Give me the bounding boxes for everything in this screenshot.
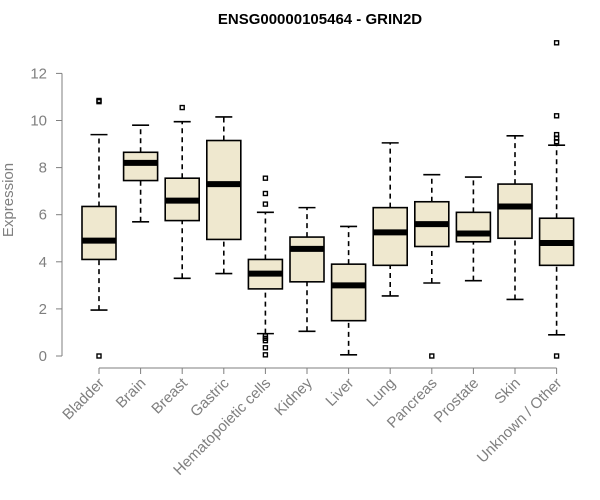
- box-bladder: [81, 97, 117, 359]
- box-iqr: [81, 205, 117, 261]
- box-iqr: [330, 263, 367, 322]
- chart-title: ENSG00000105464 - GRIN2D: [218, 11, 422, 28]
- box-gastric: [206, 116, 242, 275]
- outlier-point: [262, 175, 269, 181]
- box-lung: [372, 142, 409, 297]
- x-tick-label: Lung: [363, 375, 399, 411]
- y-tick-label: 10: [30, 113, 47, 130]
- outlier-point: [553, 131, 560, 138]
- box-hematopoietic-cells: [247, 175, 284, 358]
- outlier-point: [262, 333, 269, 339]
- outlier-point: [553, 113, 560, 119]
- outlier-point: [262, 201, 269, 207]
- x-tick-label: Brain: [113, 375, 150, 412]
- x-tick-label: Breast: [148, 374, 191, 417]
- x-tick-label: Liver: [322, 375, 357, 410]
- y-axis: 0 2 4 6 8 10 12: [30, 65, 63, 365]
- y-tick-label: 4: [39, 254, 47, 271]
- y-tick-label: 6: [39, 207, 47, 224]
- y-tick-label: 8: [39, 160, 47, 177]
- x-tick-label: Skin: [491, 375, 524, 408]
- outlier-point: [96, 353, 102, 359]
- box-iqr: [206, 139, 242, 241]
- box-liver: [330, 225, 367, 356]
- y-tick-label: 2: [39, 301, 47, 318]
- outlier-point: [553, 353, 560, 359]
- x-tick-label: Bladder: [59, 375, 108, 424]
- box-iqr: [289, 236, 325, 283]
- box-iqr: [497, 183, 533, 240]
- box-kidney: [289, 206, 325, 333]
- box-iqr: [455, 211, 492, 243]
- x-tick-label: Prostate: [431, 375, 483, 427]
- outlier-point: [262, 345, 269, 351]
- box-iqr: [372, 206, 409, 267]
- box-brain: [122, 124, 159, 223]
- box-unknown-other: [538, 40, 575, 359]
- box-pancreas: [413, 173, 450, 359]
- box-breast: [164, 104, 200, 280]
- box-iqr: [122, 151, 159, 182]
- box-skin: [497, 135, 533, 301]
- outlier-point: [179, 104, 185, 111]
- box-prostate: [455, 176, 492, 282]
- boxes-group: [81, 40, 575, 359]
- y-tick-label: 0: [39, 348, 47, 365]
- outlier-point: [96, 97, 102, 104]
- outlier-point: [429, 353, 435, 359]
- x-tick-label: Kidney: [271, 374, 316, 419]
- outlier-point: [553, 40, 560, 46]
- outlier-point: [262, 190, 269, 197]
- y-axis-label: Expression: [0, 163, 17, 237]
- outlier-point: [262, 352, 269, 358]
- y-tick-label: 12: [30, 65, 47, 82]
